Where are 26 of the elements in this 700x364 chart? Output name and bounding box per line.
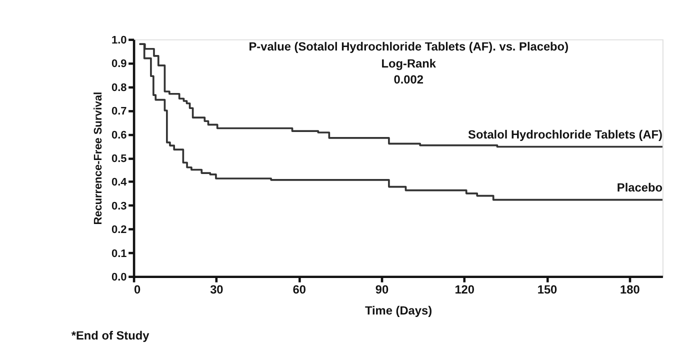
x-tick-label: 120 <box>454 282 475 296</box>
y-axis-title: Recurrence-Free Survival <box>92 92 104 225</box>
x-tick-label: 150 <box>537 282 558 296</box>
y-tick-label: 0.5 <box>111 152 127 165</box>
y-tick-label: 0.1 <box>111 248 127 260</box>
y-tick-label: 0.7 <box>111 106 127 118</box>
annotation: Log-Rank <box>381 56 436 71</box>
x-tick-label: 0 <box>134 282 142 296</box>
x-tick-label: 30 <box>210 282 224 296</box>
y-tick-label: 0.2 <box>111 224 127 236</box>
x-tick-label: 180 <box>620 282 640 296</box>
annotation: 0.002 <box>394 72 424 86</box>
y-tick-label: 0.3 <box>111 200 127 212</box>
y-tick-label: 0.0 <box>111 271 127 284</box>
y-tick-label: 0.6 <box>111 129 127 142</box>
annotation: P-value (Sotalol Hydrochloride Tablets (AF). vs. Placebo) <box>248 39 569 54</box>
series-label: Placebo <box>616 180 662 195</box>
y-tick-label: 0.4 <box>111 176 128 189</box>
series-label: Sotalol Hydrochloride Tablets (AF) <box>468 128 663 142</box>
y-tick-label: 1.0 <box>111 34 127 46</box>
y-tick-label: 0.8 <box>111 82 127 94</box>
x-axis-title: Time (Days) <box>364 303 432 318</box>
y-tick-label: 0.9 <box>111 58 127 70</box>
text: *End of Study <box>71 328 150 343</box>
x-tick-label: 90 <box>375 282 389 296</box>
x-tick-label: 60 <box>292 282 306 296</box>
